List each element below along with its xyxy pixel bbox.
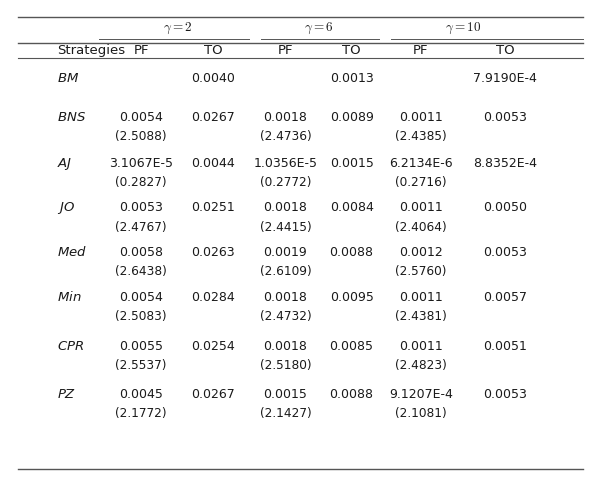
Text: 0.0057: 0.0057 (483, 291, 527, 304)
Text: 0.0055: 0.0055 (119, 339, 163, 353)
Text: 0.0088: 0.0088 (329, 246, 374, 259)
Text: 0.0095: 0.0095 (329, 291, 374, 304)
Text: 0.0045: 0.0045 (119, 388, 163, 402)
Text: 0.0013: 0.0013 (330, 72, 373, 86)
Text: (2.5180): (2.5180) (260, 358, 311, 372)
Text: (2.1427): (2.1427) (260, 407, 311, 421)
Text: 0.0018: 0.0018 (263, 110, 308, 124)
Text: (2.5088): (2.5088) (115, 130, 167, 143)
Text: PF: PF (133, 43, 149, 57)
Text: (2.6438): (2.6438) (115, 265, 167, 278)
Text: 0.0011: 0.0011 (399, 291, 442, 304)
Text: 0.0058: 0.0058 (119, 246, 163, 259)
Text: (2.5083): (2.5083) (115, 310, 167, 323)
Text: 0.0011: 0.0011 (399, 339, 442, 353)
Text: (2.4381): (2.4381) (395, 310, 447, 323)
Text: 6.2134E-6: 6.2134E-6 (389, 157, 453, 171)
Text: $\mathit{BNS}$: $\mathit{BNS}$ (57, 110, 86, 124)
Text: 0.0018: 0.0018 (263, 201, 308, 215)
Text: 0.0054: 0.0054 (119, 110, 163, 124)
Text: PF: PF (278, 43, 293, 57)
Text: TO: TO (343, 43, 361, 57)
Text: TO: TO (496, 43, 514, 57)
Text: 8.8352E-4: 8.8352E-4 (473, 157, 537, 171)
Text: 0.0040: 0.0040 (191, 72, 236, 86)
Text: $\mathit{AJ}$: $\mathit{AJ}$ (57, 156, 72, 172)
Text: 0.0089: 0.0089 (329, 110, 374, 124)
Text: (0.2716): (0.2716) (395, 176, 447, 189)
Text: 0.0284: 0.0284 (192, 291, 235, 304)
Text: 7.9190E-4: 7.9190E-4 (473, 72, 537, 86)
Text: 0.0051: 0.0051 (483, 339, 527, 353)
Text: (2.4064): (2.4064) (395, 220, 447, 234)
Text: (2.4732): (2.4732) (260, 310, 311, 323)
Text: 0.0015: 0.0015 (329, 157, 374, 171)
Text: (0.2772): (0.2772) (260, 176, 311, 189)
Text: 0.0267: 0.0267 (192, 110, 235, 124)
Text: $\mathit{Med}$: $\mathit{Med}$ (57, 245, 87, 260)
Text: TO: TO (204, 43, 222, 57)
Text: (2.5760): (2.5760) (395, 265, 447, 278)
Text: (2.6109): (2.6109) (260, 265, 311, 278)
Text: 0.0053: 0.0053 (119, 201, 163, 215)
Text: (2.4823): (2.4823) (395, 358, 447, 372)
Text: 1.0356E-5: 1.0356E-5 (254, 157, 317, 171)
Text: (2.1772): (2.1772) (115, 407, 167, 421)
Text: 0.0053: 0.0053 (483, 388, 527, 402)
Text: 0.0044: 0.0044 (192, 157, 235, 171)
Text: 0.0254: 0.0254 (192, 339, 235, 353)
Text: 0.0011: 0.0011 (399, 201, 442, 215)
Text: (2.4767): (2.4767) (115, 220, 167, 234)
Text: (2.4385): (2.4385) (395, 130, 447, 143)
Text: 0.0267: 0.0267 (192, 388, 235, 402)
Text: 0.0084: 0.0084 (329, 201, 374, 215)
Text: $\mathit{Min}$: $\mathit{Min}$ (57, 290, 82, 304)
Text: 3.1067E-5: 3.1067E-5 (109, 157, 173, 171)
Text: 0.0019: 0.0019 (264, 246, 307, 259)
Text: $\mathit{CPR}$: $\mathit{CPR}$ (57, 339, 84, 353)
Text: 0.0263: 0.0263 (192, 246, 235, 259)
Text: 0.0251: 0.0251 (192, 201, 235, 215)
Text: 0.0018: 0.0018 (263, 339, 308, 353)
Text: 0.0053: 0.0053 (483, 246, 527, 259)
Text: (2.4736): (2.4736) (260, 130, 311, 143)
Text: $\mathit{JO}$: $\mathit{JO}$ (57, 200, 75, 216)
Text: 0.0018: 0.0018 (263, 291, 308, 304)
Text: Strategies: Strategies (57, 43, 125, 57)
Text: 0.0085: 0.0085 (329, 339, 374, 353)
Text: 0.0088: 0.0088 (329, 388, 374, 402)
Text: $\gamma = 2$: $\gamma = 2$ (162, 21, 192, 36)
Text: $\mathit{PZ}$: $\mathit{PZ}$ (57, 388, 76, 402)
Text: (2.1081): (2.1081) (395, 407, 447, 421)
Text: PF: PF (413, 43, 429, 57)
Text: $\gamma = 6$: $\gamma = 6$ (304, 21, 334, 36)
Text: 0.0011: 0.0011 (399, 110, 442, 124)
Text: $\mathit{BM}$: $\mathit{BM}$ (57, 72, 79, 86)
Text: 0.0050: 0.0050 (483, 201, 527, 215)
Text: 0.0053: 0.0053 (483, 110, 527, 124)
Text: 0.0015: 0.0015 (263, 388, 308, 402)
Text: 9.1207E-4: 9.1207E-4 (389, 388, 453, 402)
Text: $\gamma = 10$: $\gamma = 10$ (445, 21, 481, 36)
Text: (0.2827): (0.2827) (115, 176, 167, 189)
Text: (2.4415): (2.4415) (260, 220, 311, 234)
Text: (2.5537): (2.5537) (115, 358, 167, 372)
Text: 0.0054: 0.0054 (119, 291, 163, 304)
Text: 0.0012: 0.0012 (399, 246, 442, 259)
